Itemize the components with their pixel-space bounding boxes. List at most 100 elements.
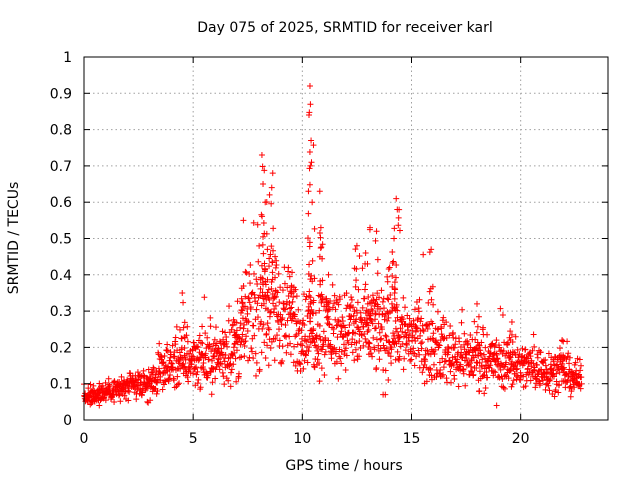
data-point xyxy=(264,342,271,349)
data-point xyxy=(150,364,157,371)
data-point xyxy=(396,334,403,341)
data-point xyxy=(256,292,263,299)
data-point xyxy=(140,372,147,379)
data-point xyxy=(174,373,181,380)
data-point xyxy=(218,361,225,368)
data-point xyxy=(361,295,368,302)
data-point xyxy=(355,286,362,293)
data-point xyxy=(393,195,400,202)
data-point xyxy=(288,289,295,296)
data-point xyxy=(372,237,379,244)
data-point xyxy=(228,369,235,376)
data-point xyxy=(172,334,179,341)
data-point xyxy=(228,366,235,373)
data-point xyxy=(542,356,549,363)
data-point xyxy=(396,353,403,360)
data-point xyxy=(457,344,464,351)
data-point xyxy=(102,397,109,404)
data-point xyxy=(249,348,256,355)
data-point xyxy=(170,377,177,384)
data-point xyxy=(343,352,350,359)
data-point xyxy=(378,335,385,342)
data-point xyxy=(230,344,237,351)
data-point xyxy=(352,330,359,337)
data-point xyxy=(572,359,579,366)
data-point xyxy=(253,372,260,379)
data-point xyxy=(429,320,436,327)
data-point xyxy=(184,323,191,330)
data-point xyxy=(284,284,291,291)
data-point xyxy=(164,347,171,354)
data-point xyxy=(174,381,181,388)
data-point xyxy=(176,349,183,356)
data-point xyxy=(134,369,141,376)
data-point xyxy=(212,375,219,382)
data-point xyxy=(317,234,324,241)
data-point xyxy=(427,366,434,373)
data-point xyxy=(476,387,483,394)
data-point xyxy=(443,375,450,382)
data-point xyxy=(161,377,168,384)
data-point xyxy=(382,332,389,339)
data-point xyxy=(307,101,314,108)
data-point xyxy=(190,339,197,346)
data-point xyxy=(404,341,411,348)
data-point xyxy=(530,367,537,374)
data-point xyxy=(317,224,324,231)
data-point xyxy=(426,365,433,372)
data-point xyxy=(565,350,572,357)
data-point xyxy=(381,313,388,320)
data-point xyxy=(467,332,474,339)
data-point xyxy=(369,320,376,327)
data-point xyxy=(499,312,506,319)
data-point xyxy=(538,366,545,373)
data-point xyxy=(356,353,363,360)
data-point xyxy=(362,335,369,342)
data-point xyxy=(154,387,161,394)
data-point xyxy=(208,391,215,398)
data-point xyxy=(353,277,360,284)
data-point xyxy=(219,328,226,335)
data-point xyxy=(540,360,547,367)
data-point xyxy=(391,279,398,286)
data-point xyxy=(243,269,250,276)
data-point xyxy=(414,325,421,332)
data-point xyxy=(320,328,327,335)
data-point xyxy=(346,322,353,329)
data-point xyxy=(433,373,440,380)
data-point xyxy=(385,376,392,383)
data-point xyxy=(260,321,267,328)
data-point xyxy=(118,373,125,380)
data-point xyxy=(391,235,398,242)
data-point xyxy=(287,351,294,358)
data-point xyxy=(519,345,526,352)
data-point xyxy=(325,299,332,306)
data-point xyxy=(333,358,340,365)
data-points xyxy=(81,83,585,409)
data-point xyxy=(437,337,444,344)
data-point xyxy=(260,233,267,240)
data-point xyxy=(220,373,227,380)
data-point xyxy=(322,307,329,314)
data-point xyxy=(267,344,274,351)
data-point xyxy=(316,230,323,237)
data-point xyxy=(385,265,392,272)
data-point xyxy=(341,351,348,358)
data-point xyxy=(547,376,554,383)
data-point xyxy=(539,377,546,384)
data-point xyxy=(240,282,247,289)
data-point xyxy=(209,365,216,372)
data-point xyxy=(193,371,200,378)
data-point xyxy=(359,317,366,324)
data-point xyxy=(184,374,191,381)
x-axis-title: GPS time / hours xyxy=(285,458,402,474)
data-point xyxy=(241,353,248,360)
data-point xyxy=(188,361,195,368)
data-point xyxy=(207,368,214,375)
data-point xyxy=(321,371,328,378)
y-tick-label: 0.7 xyxy=(50,159,72,175)
data-point xyxy=(340,341,347,348)
data-point xyxy=(473,329,480,336)
data-point xyxy=(304,359,311,366)
data-point xyxy=(152,371,159,378)
